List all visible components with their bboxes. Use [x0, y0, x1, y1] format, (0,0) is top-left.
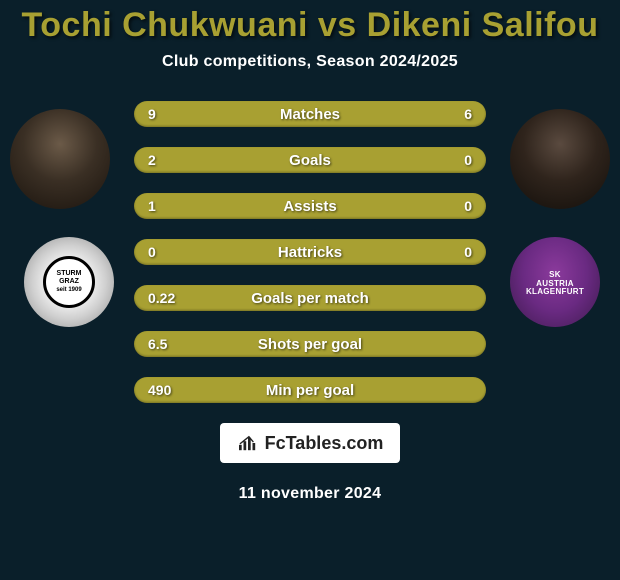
- stat-left-value: 490: [134, 382, 204, 398]
- stat-label: Goals per match: [204, 290, 416, 307]
- stat-row: 1Assists0: [134, 193, 486, 219]
- stat-row: 6.5Shots per goal: [134, 331, 486, 357]
- comparison-card: Tochi Chukwuani vs Dikeni Salifou Club c…: [0, 0, 620, 580]
- content-area: STURMGRAZseit 1909 SKAUSTRIAKLAGENFURT 9…: [0, 101, 620, 503]
- club-left-label: STURMGRAZseit 1909: [56, 270, 81, 293]
- club-left-crest: STURMGRAZseit 1909: [43, 256, 95, 308]
- stat-left-value: 0: [134, 244, 204, 260]
- stat-left-value: 6.5: [134, 336, 204, 352]
- player-left-photo: [10, 109, 110, 209]
- stat-label: Shots per goal: [204, 336, 416, 353]
- subtitle: Club competitions, Season 2024/2025: [0, 53, 620, 71]
- player-left-avatar: [10, 109, 110, 209]
- stat-label: Hattricks: [204, 244, 416, 261]
- page-title: Tochi Chukwuani vs Dikeni Salifou: [0, 6, 620, 45]
- branding-text: FcTables.com: [265, 433, 384, 454]
- date-label: 11 november 2024: [0, 485, 620, 503]
- club-right-badge: SKAUSTRIAKLAGENFURT: [510, 237, 600, 327]
- stat-row: 9Matches6: [134, 101, 486, 127]
- brand-chart-icon: [237, 434, 259, 452]
- stat-left-value: 0.22: [134, 290, 204, 306]
- stat-label: Assists: [204, 198, 416, 215]
- stat-row: 2Goals0: [134, 147, 486, 173]
- club-left-badge: STURMGRAZseit 1909: [24, 237, 114, 327]
- stat-right-value: 0: [416, 152, 486, 168]
- stat-label: Goals: [204, 152, 416, 169]
- stat-right-value: 6: [416, 106, 486, 122]
- stat-row: 0Hattricks0: [134, 239, 486, 265]
- stat-left-value: 2: [134, 152, 204, 168]
- stat-row: 0.22Goals per match: [134, 285, 486, 311]
- branding-badge[interactable]: FcTables.com: [220, 423, 400, 463]
- club-right-label: SKAUSTRIAKLAGENFURT: [526, 271, 584, 297]
- stat-left-value: 1: [134, 198, 204, 214]
- stat-table: 9Matches62Goals01Assists00Hattricks00.22…: [134, 101, 486, 403]
- stat-right-value: 0: [416, 244, 486, 260]
- stat-left-value: 9: [134, 106, 204, 122]
- stat-label: Min per goal: [204, 382, 416, 399]
- player-right-photo: [510, 109, 610, 209]
- stat-label: Matches: [204, 106, 416, 123]
- stat-row: 490Min per goal: [134, 377, 486, 403]
- player-right-avatar: [510, 109, 610, 209]
- stat-right-value: 0: [416, 198, 486, 214]
